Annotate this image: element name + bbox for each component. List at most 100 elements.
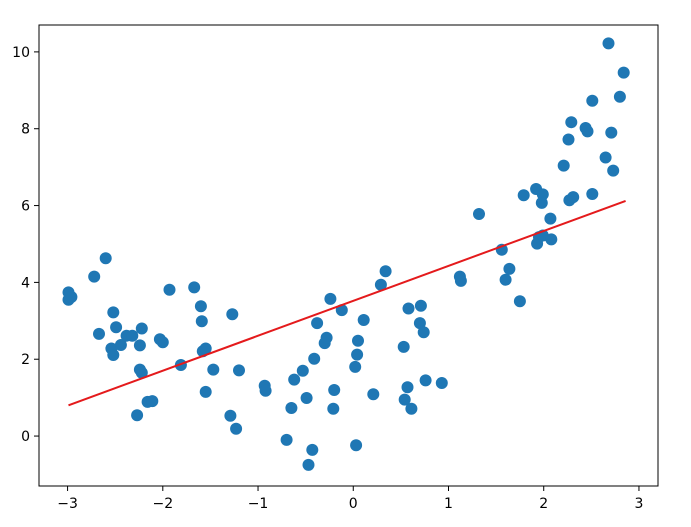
data-point [581,125,594,138]
data-point [114,339,127,351]
data-point [259,384,272,397]
y-tick-label: 0 [21,429,30,445]
data-point [617,66,630,79]
y-tick-label: 2 [21,352,30,368]
data-point [93,327,105,340]
x-tick-label: 2 [539,496,548,512]
data-point [605,126,618,139]
data-point [302,458,315,471]
data-point [131,409,144,422]
data-point [586,94,599,107]
y-tick-label: 8 [21,122,30,138]
data-point [351,348,364,361]
data-point [288,373,301,386]
data-point [324,292,337,305]
data-point [405,402,418,415]
x-tick-label: −2 [152,496,173,512]
data-point [280,433,293,446]
data-point [557,159,570,172]
data-point [374,278,387,291]
data-point [320,331,333,344]
data-point [88,270,101,283]
data-point [350,439,363,452]
data-point [562,133,575,146]
data-point [156,336,169,349]
data-point [199,342,212,355]
data-points [62,37,630,471]
data-point [233,364,245,377]
data-point [107,306,120,319]
data-point [188,281,201,294]
data-point [146,395,159,408]
data-point [133,339,146,352]
data-point [135,366,148,379]
data-point [401,381,414,394]
data-point [163,283,176,296]
data-point [513,295,526,308]
data-point [473,208,485,220]
data-point [545,233,558,246]
data-point [499,273,512,286]
data-point [230,422,243,435]
x-tick-label: 3 [634,496,643,512]
data-point [199,385,212,398]
data-point [602,37,615,50]
y-tick-label: 10 [12,45,30,61]
data-point [308,352,321,365]
data-point [226,308,239,321]
data-point [586,188,599,200]
data-point [110,321,123,334]
data-point [207,363,220,376]
data-point [419,374,432,387]
data-point [195,315,208,328]
fit-line-layer [68,199,626,407]
data-point [398,393,411,406]
data-point [306,443,319,456]
data-point [349,360,362,373]
y-axis: 0 2 4 6 8 10 [12,45,39,445]
data-point [352,334,364,347]
data-point [379,265,392,278]
data-point [327,402,340,415]
plot-area-frame [38,24,659,487]
data-point [567,191,580,204]
data-point [311,317,324,330]
data-point [126,329,139,342]
data-point [300,392,313,404]
data-point [454,274,467,287]
data-point [599,151,612,164]
data-point [413,317,426,330]
data-point [397,340,410,353]
y-tick-label: 4 [21,275,30,291]
data-point [517,189,530,202]
data-point [607,164,620,177]
data-point [328,384,341,396]
data-point [194,300,207,313]
x-tick-label: 1 [444,496,453,512]
data-point [65,291,78,303]
x-tick-label: −3 [57,496,78,512]
data-point [544,212,557,225]
data-point [417,326,430,339]
y-tick-label: 6 [21,199,30,215]
x-axis: −3 −2 −1 0 1 2 3 [57,486,643,512]
data-point [107,349,120,361]
data-point [435,377,448,389]
x-tick-label: 0 [349,496,358,512]
data-point [565,116,578,129]
data-point [402,302,415,315]
data-point [536,188,549,201]
x-tick-label: −1 [248,496,269,512]
data-point [135,322,148,335]
data-point [224,409,237,422]
data-point [367,388,380,401]
data-point [285,402,298,414]
data-point [613,90,626,103]
data-point [296,364,309,377]
fit-line [68,199,626,407]
data-point [357,314,370,326]
data-point [99,252,112,265]
data-point [414,299,427,312]
